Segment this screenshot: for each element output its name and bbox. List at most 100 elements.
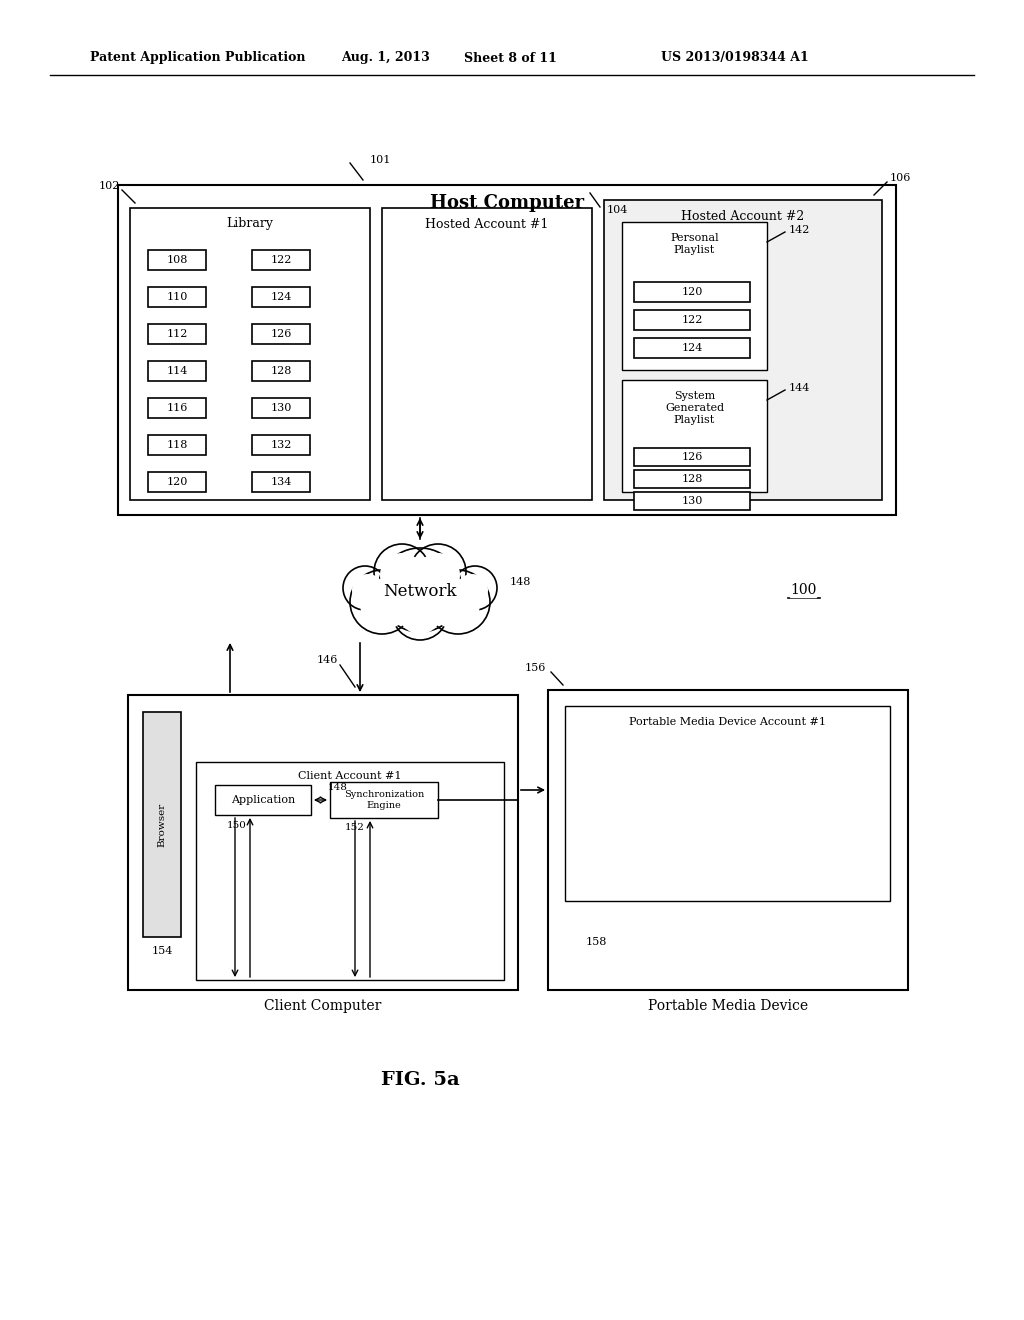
- Text: FIG. 5a: FIG. 5a: [381, 1071, 460, 1089]
- Bar: [634, 338, 750, 358]
- Text: 152: 152: [345, 824, 365, 833]
- Text: 101: 101: [370, 154, 391, 165]
- Text: Hosted Account #1: Hosted Account #1: [425, 218, 549, 231]
- Bar: [382, 209, 592, 500]
- Bar: [118, 185, 896, 515]
- Text: 108: 108: [166, 255, 187, 265]
- Text: 122: 122: [681, 315, 702, 325]
- Bar: [330, 781, 438, 818]
- Bar: [252, 323, 310, 345]
- Circle shape: [380, 553, 424, 597]
- Text: 116: 116: [166, 403, 187, 413]
- Text: 148: 148: [509, 577, 530, 587]
- Bar: [252, 436, 310, 455]
- Circle shape: [352, 574, 384, 606]
- Text: Portable Media Device: Portable Media Device: [648, 999, 808, 1012]
- Text: 104: 104: [607, 205, 629, 215]
- Bar: [252, 249, 310, 271]
- Circle shape: [360, 579, 410, 630]
- Bar: [143, 711, 181, 937]
- Text: 114: 114: [166, 366, 187, 376]
- Text: 132: 132: [270, 440, 292, 450]
- Circle shape: [350, 570, 414, 634]
- Bar: [252, 473, 310, 492]
- Text: Network: Network: [383, 583, 457, 601]
- Bar: [148, 323, 206, 345]
- Text: Hosted Account #2: Hosted Account #2: [681, 210, 805, 223]
- Text: 120: 120: [681, 286, 702, 297]
- Text: Client Account #1: Client Account #1: [298, 771, 401, 781]
- Text: 128: 128: [681, 474, 702, 484]
- Text: System
Generated
Playlist: System Generated Playlist: [665, 392, 724, 425]
- Circle shape: [398, 590, 442, 634]
- Text: 106: 106: [890, 173, 911, 183]
- Text: 128: 128: [270, 366, 292, 376]
- Bar: [634, 447, 750, 466]
- Text: 154: 154: [152, 946, 173, 956]
- Text: 150: 150: [227, 821, 247, 829]
- Circle shape: [343, 566, 387, 610]
- Circle shape: [456, 574, 488, 606]
- Text: Sheet 8 of 11: Sheet 8 of 11: [464, 51, 556, 65]
- Circle shape: [392, 583, 449, 640]
- Circle shape: [374, 544, 430, 601]
- Bar: [148, 249, 206, 271]
- Text: 130: 130: [270, 403, 292, 413]
- Bar: [634, 282, 750, 302]
- Text: 156: 156: [524, 663, 546, 673]
- Text: 130: 130: [681, 496, 702, 506]
- Text: 134: 134: [270, 477, 292, 487]
- Bar: [130, 209, 370, 500]
- Circle shape: [385, 557, 455, 627]
- Text: 120: 120: [166, 477, 187, 487]
- Bar: [148, 436, 206, 455]
- Bar: [604, 201, 882, 500]
- Text: 122: 122: [270, 255, 292, 265]
- Bar: [148, 399, 206, 418]
- Circle shape: [410, 544, 466, 601]
- Bar: [634, 470, 750, 488]
- Text: 102: 102: [98, 181, 120, 191]
- Text: Personal
Playlist: Personal Playlist: [670, 234, 719, 255]
- Circle shape: [453, 566, 497, 610]
- Circle shape: [416, 553, 460, 597]
- Circle shape: [696, 909, 760, 974]
- Text: Patent Application Publication: Patent Application Publication: [90, 51, 305, 65]
- Bar: [634, 310, 750, 330]
- Text: 124: 124: [681, 343, 702, 352]
- Text: 126: 126: [270, 329, 292, 339]
- Bar: [252, 399, 310, 418]
- Text: Host Computer: Host Computer: [430, 194, 584, 213]
- Text: 146: 146: [316, 655, 338, 665]
- Circle shape: [426, 570, 490, 634]
- Circle shape: [430, 579, 480, 630]
- Text: 112: 112: [166, 329, 187, 339]
- Text: 118: 118: [166, 440, 187, 450]
- Text: 144: 144: [790, 383, 810, 393]
- Text: 126: 126: [681, 451, 702, 462]
- Bar: [196, 762, 504, 979]
- Bar: [148, 473, 206, 492]
- Bar: [252, 286, 310, 308]
- Bar: [215, 785, 311, 814]
- Bar: [128, 696, 518, 990]
- Text: 124: 124: [270, 292, 292, 302]
- Bar: [548, 690, 908, 990]
- Text: 110: 110: [166, 292, 187, 302]
- Text: 100: 100: [790, 583, 816, 597]
- Text: Portable Media Device Account #1: Portable Media Device Account #1: [629, 717, 826, 727]
- Bar: [565, 706, 890, 902]
- Text: Browser: Browser: [158, 803, 167, 846]
- Bar: [252, 360, 310, 381]
- Text: Application: Application: [230, 795, 295, 805]
- Circle shape: [378, 548, 462, 632]
- Text: Library: Library: [226, 218, 273, 231]
- Bar: [622, 222, 767, 370]
- Bar: [148, 360, 206, 381]
- Bar: [622, 380, 767, 492]
- Text: Synchronization
Engine: Synchronization Engine: [344, 791, 424, 809]
- Bar: [148, 286, 206, 308]
- Text: Aug. 1, 2013: Aug. 1, 2013: [341, 51, 429, 65]
- Bar: [634, 492, 750, 510]
- Text: 158: 158: [586, 937, 607, 946]
